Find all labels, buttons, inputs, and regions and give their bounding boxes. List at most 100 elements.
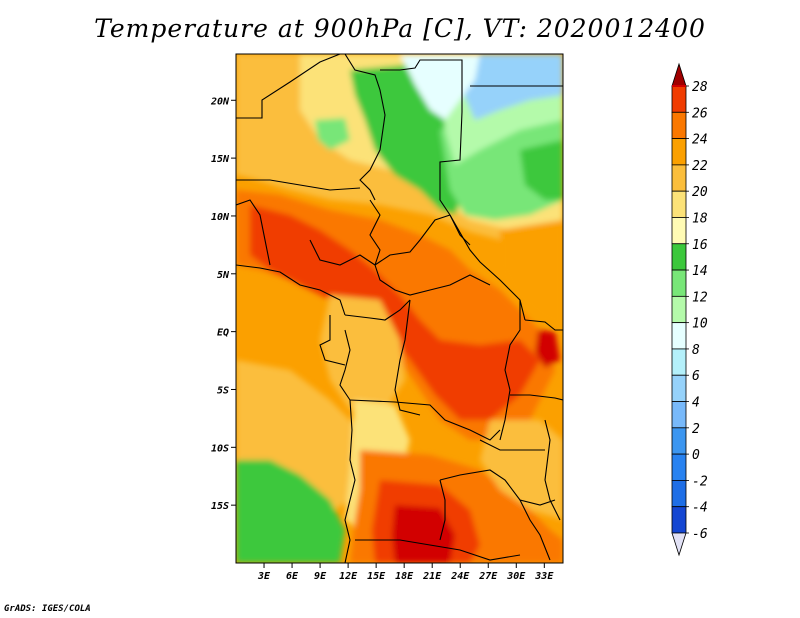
border-line	[309, 239, 376, 266]
colorbar-swatch	[671, 322, 687, 350]
lon-tick-label: 15E	[367, 571, 386, 582]
border-line	[344, 299, 411, 321]
border-line	[349, 399, 501, 441]
colorbar-swatch	[671, 85, 687, 113]
colorbar-label: 8	[692, 343, 700, 358]
border-line	[374, 264, 491, 296]
field-ice	[400, 54, 480, 120]
colorbar-label: 10	[692, 317, 708, 332]
map-frame	[235, 53, 564, 564]
border-line	[344, 54, 386, 201]
colorbar-label: 22	[692, 159, 708, 174]
colorbar-label: 28	[692, 80, 708, 95]
field-southwest-green	[236, 460, 345, 563]
colorbar-swatch	[671, 243, 687, 271]
border-line	[394, 299, 421, 416]
border-line	[510, 394, 563, 401]
lon-tick-label: 9E	[314, 571, 327, 582]
colorbar-swatch	[671, 190, 687, 218]
border-line	[544, 419, 561, 521]
lon-tick-label: 6E	[286, 571, 299, 582]
lon-tick-label: 3E	[257, 571, 271, 582]
lat-tick-label: 15S	[211, 501, 229, 512]
border-line	[236, 179, 361, 191]
border-line	[355, 539, 521, 561]
lon-tick-label: 24E	[450, 571, 470, 582]
colorbar-swatch	[671, 269, 687, 297]
border-line	[439, 469, 556, 506]
colorbar-swatch	[671, 427, 687, 455]
lon-tick-label: 30E	[506, 571, 526, 582]
lon-tick-label: 21E	[422, 571, 442, 582]
colorbar-label: 26	[692, 106, 708, 121]
colorbar-label: 24	[692, 133, 708, 148]
footer-credit: GrADS: IGES/COLA	[4, 604, 91, 614]
border-line	[344, 399, 356, 563]
border-line	[369, 199, 381, 266]
colorbar-label: -4	[692, 501, 708, 516]
border-line	[339, 329, 351, 401]
field-east-orange	[500, 220, 563, 330]
colorbar-label: 6	[692, 369, 700, 384]
lat-tick-label: 20N	[210, 96, 230, 107]
colorbar-swatch	[671, 111, 687, 139]
colorbar-top-cap	[672, 85, 686, 87]
field-green-ne	[520, 140, 563, 200]
colorbar-label: 14	[692, 264, 708, 279]
field-east-cool-spot	[535, 330, 560, 368]
border-line	[236, 199, 271, 266]
lon-tick-label: 12E	[339, 571, 358, 582]
longitude-axis: 3E 6E 9E 12E 15E 18E 21E 24E 27E 30E 33E	[257, 563, 554, 582]
colorbar-label: 4	[692, 396, 700, 411]
colorbar-swatch	[671, 138, 687, 166]
colorbar-swatch	[671, 506, 687, 534]
border-line	[519, 499, 551, 561]
colorbar-label: 0	[692, 448, 700, 463]
colorbar-label: 2	[692, 422, 700, 437]
temperature-field	[236, 54, 563, 563]
colorbar-swatch	[671, 295, 687, 324]
border-line	[236, 54, 341, 119]
colorbar-label: 16	[692, 238, 708, 253]
colorbar-swatch	[671, 348, 687, 376]
colorbar-label: -6	[692, 527, 708, 542]
border-line	[439, 111, 471, 246]
field-south-red	[392, 505, 455, 563]
colorbar-swatch	[671, 217, 687, 245]
lat-tick-label: 5S	[217, 385, 229, 396]
field-west-red	[250, 205, 540, 420]
figure-title: Temperature at 900hPa [C], VT: 202001240…	[94, 14, 706, 43]
border-line	[319, 315, 346, 366]
lat-tick-label: 10S	[211, 443, 229, 454]
colorbar-label: -2	[692, 474, 708, 489]
country-borders	[236, 54, 563, 563]
field-pale-blue	[460, 54, 563, 120]
colorbar-label: 18	[692, 211, 708, 226]
colorbar-over-triangle	[671, 62, 687, 87]
border-line	[499, 300, 521, 441]
lon-tick-label: 27E	[478, 571, 498, 582]
colorbar-swatch	[671, 164, 687, 192]
field-green-west-patch	[315, 118, 350, 150]
border-line	[236, 264, 346, 316]
border-line	[524, 319, 563, 331]
latitude-axis: 20N 15N 10N 5N EQ 5S 10S 15S	[210, 96, 236, 512]
colorbar-label: 12	[692, 290, 708, 305]
border-line	[380, 59, 463, 112]
colorbar-swatch	[671, 374, 687, 402]
border-line	[449, 214, 526, 321]
colorbar-label: 20	[692, 185, 708, 200]
lat-tick-label: 5N	[217, 270, 230, 281]
lat-tick-label: EQ	[217, 328, 229, 339]
lat-tick-label: 15N	[211, 154, 230, 165]
border-line	[374, 214, 451, 266]
colorbar-under-triangle	[671, 532, 687, 557]
lon-tick-label: 18E	[395, 571, 414, 582]
border-line	[439, 479, 446, 541]
colorbar-swatch	[671, 480, 687, 508]
colorbar-swatch	[671, 401, 687, 429]
field-east-south-light-orange	[480, 420, 563, 520]
